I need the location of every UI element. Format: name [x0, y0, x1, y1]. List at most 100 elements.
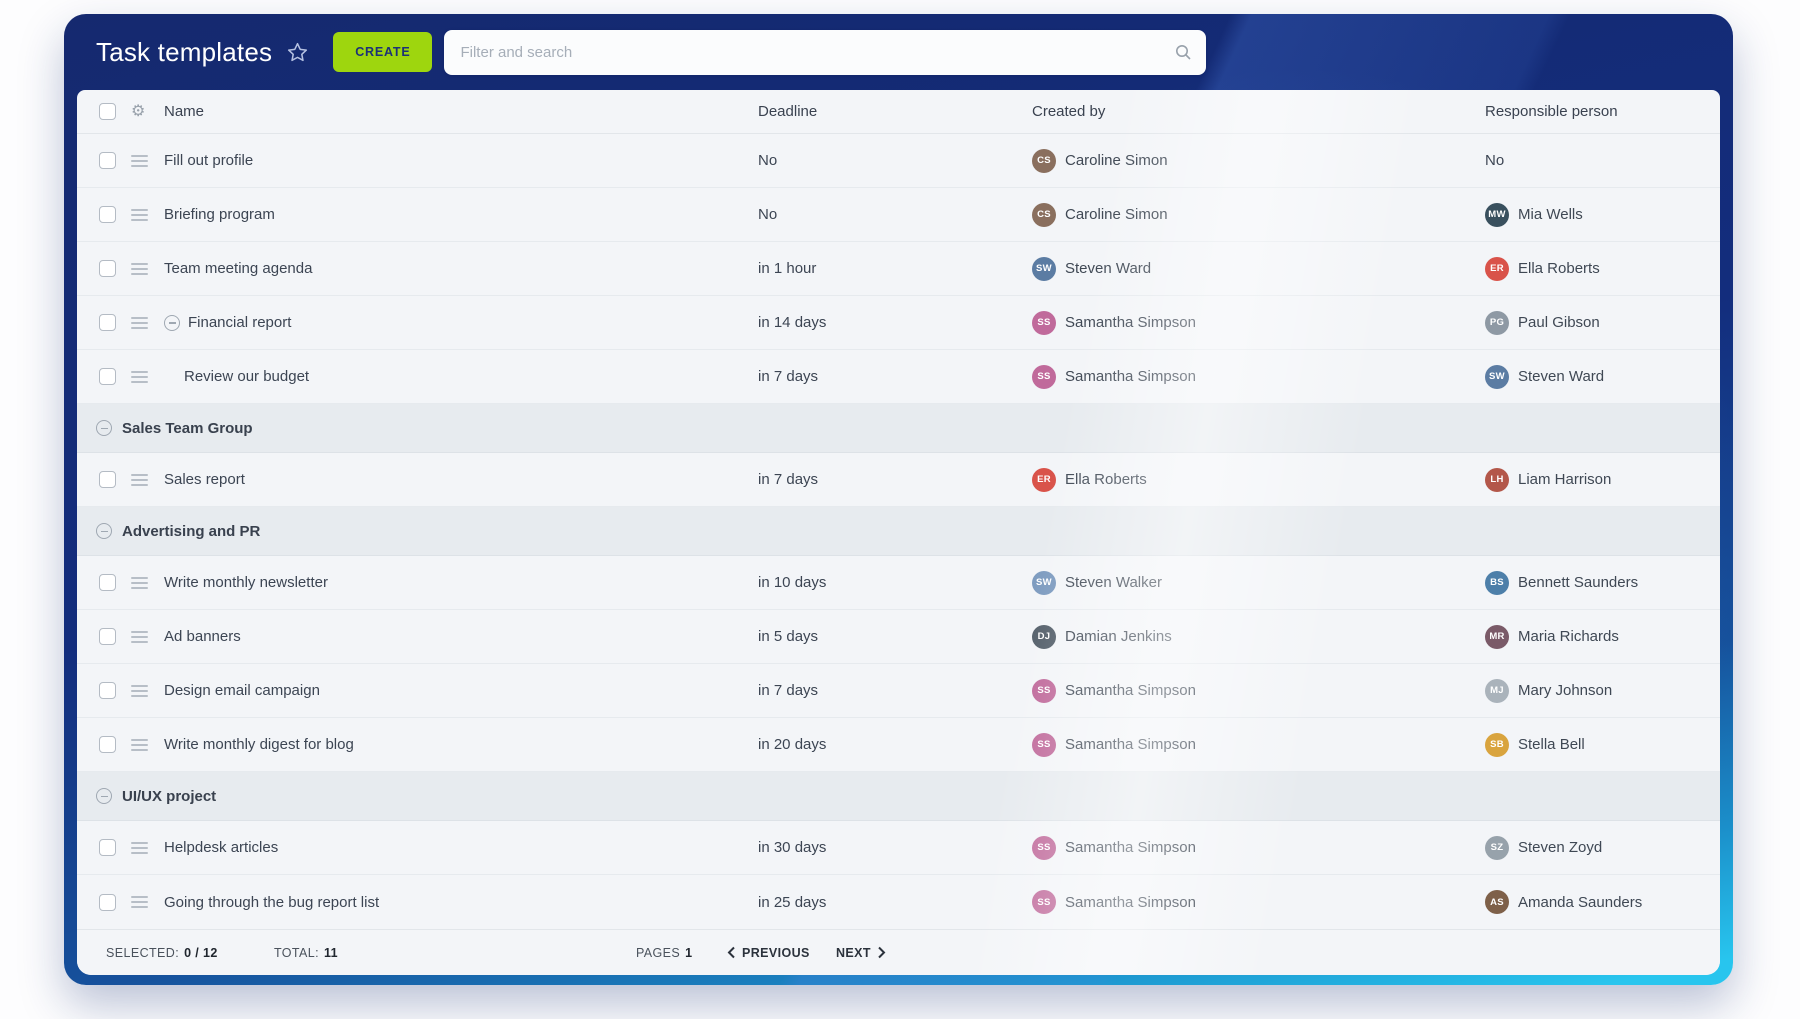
total-counter: TOTAL: 11 — [274, 945, 339, 960]
created-by-name: Damian Jenkins — [1065, 628, 1172, 645]
table-row: Fill out profile No CS Caroline Simon No — [77, 134, 1720, 188]
drag-handle-icon[interactable] — [131, 841, 148, 854]
drag-handle-icon[interactable] — [131, 473, 148, 486]
deadline-cell: in 14 days — [758, 314, 827, 331]
drag-handle-icon[interactable] — [131, 316, 148, 329]
drag-handle-icon[interactable] — [131, 370, 148, 383]
row-checkbox[interactable] — [99, 574, 116, 591]
avatar: CS — [1032, 148, 1056, 173]
table-row: Write monthly digest for blog in 20 days S… — [77, 718, 1720, 772]
responsible-cell: SZ Steven Zoyd — [1485, 835, 1720, 860]
created-by-cell: ER Ella Roberts — [1032, 467, 1485, 492]
chevron-right-icon — [877, 946, 886, 959]
deadline-cell: No — [758, 206, 778, 223]
task-name: Going through the bug report list — [164, 893, 380, 911]
collapse-group-icon[interactable] — [96, 420, 112, 436]
avatar: SS — [1032, 732, 1056, 757]
row-checkbox[interactable] — [99, 314, 116, 331]
collapse-group-icon[interactable] — [96, 523, 112, 539]
previous-page-button[interactable]: PREVIOUS — [727, 946, 836, 960]
task-name: Briefing program — [164, 206, 275, 223]
deadline-cell: in 7 days — [758, 471, 819, 488]
task-name: Review our budget — [184, 368, 310, 385]
page-title: Task templates — [96, 36, 273, 67]
group-label: Sales Team Group — [122, 419, 253, 437]
created-by-cell: CS Caroline Simon — [1032, 202, 1485, 227]
row-checkbox[interactable] — [99, 628, 116, 645]
row-checkbox[interactable] — [99, 682, 116, 699]
avatar: SS — [1032, 835, 1056, 860]
group-label: Advertising and PR — [122, 522, 261, 540]
avatar: SZ — [1485, 835, 1509, 860]
row-checkbox[interactable] — [99, 368, 116, 385]
created-by-name: Caroline Simon — [1065, 206, 1168, 223]
avatar: MW — [1485, 202, 1509, 227]
select-all-checkbox[interactable] — [99, 103, 116, 120]
create-button[interactable]: CREATE — [333, 32, 433, 72]
drag-handle-icon[interactable] — [131, 262, 148, 275]
row-checkbox[interactable] — [99, 736, 116, 753]
row-checkbox[interactable] — [99, 152, 116, 169]
created-by-name: Steven Ward — [1065, 260, 1152, 277]
task-name: Sales report — [164, 471, 245, 488]
search-icon[interactable] — [1174, 43, 1192, 61]
task-name: Write monthly newsletter — [164, 574, 328, 591]
avatar: BS — [1485, 570, 1509, 595]
deadline-cell: in 7 days — [758, 682, 819, 699]
row-checkbox[interactable] — [99, 839, 116, 856]
task-name-cell: Design email campaign — [164, 682, 758, 699]
deadline-cell: in 10 days — [758, 574, 827, 591]
created-by-cell: SW Steven Ward — [1032, 256, 1485, 281]
deadline-cell: in 30 days — [758, 839, 827, 856]
row-checkbox[interactable] — [99, 260, 116, 277]
search-bar — [444, 29, 1207, 75]
responsible-name: Amanda Saunders — [1518, 893, 1643, 911]
drag-handle-icon[interactable] — [131, 630, 148, 643]
row-checkbox[interactable] — [99, 206, 116, 223]
collapse-task-icon[interactable] — [164, 314, 180, 331]
responsible-cell: ER Ella Roberts — [1485, 256, 1720, 281]
responsible-name: Steven Zoyd — [1518, 839, 1603, 856]
selected-counter: SELECTED: 0 / 12 — [106, 945, 218, 960]
drag-handle-icon[interactable] — [131, 738, 148, 751]
column-settings-gear-icon[interactable]: ⚙ — [131, 102, 146, 120]
deadline-cell: in 25 days — [758, 893, 827, 911]
task-name: Team meeting agenda — [164, 260, 313, 277]
table-row: Review our budget in 7 days SS Samantha Sim… — [77, 350, 1720, 404]
responsible-name: Mary Johnson — [1518, 682, 1613, 699]
favorite-star-icon[interactable] — [286, 41, 309, 64]
column-header-created-by: Created by — [1032, 103, 1106, 120]
collapse-group-icon[interactable] — [96, 788, 112, 804]
avatar: SS — [1032, 310, 1056, 335]
task-name-cell: Financial report — [164, 314, 758, 331]
drag-handle-icon[interactable] — [131, 154, 148, 167]
avatar: CS — [1032, 202, 1056, 227]
responsible-name: Ella Roberts — [1518, 260, 1600, 277]
task-name-cell: Helpdesk articles — [164, 839, 758, 856]
row-checkbox[interactable] — [99, 893, 116, 911]
created-by-cell: SS Samantha Simpson — [1032, 732, 1485, 757]
drag-handle-icon[interactable] — [131, 684, 148, 697]
avatar: MJ — [1485, 678, 1509, 703]
row-checkbox[interactable] — [99, 471, 116, 488]
responsible-name: Maria Richards — [1518, 628, 1619, 645]
responsible-name: Bennett Saunders — [1518, 574, 1639, 591]
created-by-cell: SS Samantha Simpson — [1032, 890, 1485, 914]
created-by-name: Samantha Simpson — [1065, 893, 1196, 911]
responsible-cell: PG Paul Gibson — [1485, 310, 1720, 335]
table-body: Fill out profile No CS Caroline Simon No Brie… — [77, 134, 1720, 929]
drag-handle-icon[interactable] — [131, 896, 148, 908]
table-footer: SELECTED: 0 / 12 TOTAL: 11 PAGES 1 PREVIOUS… — [77, 929, 1720, 975]
task-name: Financial report — [188, 314, 292, 331]
task-name: Helpdesk articles — [164, 839, 279, 856]
avatar: SS — [1032, 678, 1056, 703]
deadline-cell: in 1 hour — [758, 260, 817, 277]
drag-handle-icon[interactable] — [131, 576, 148, 589]
next-page-button[interactable]: NEXT — [836, 946, 886, 960]
task-name: Fill out profile — [164, 152, 254, 169]
search-input[interactable] — [460, 43, 1175, 61]
drag-handle-icon[interactable] — [131, 208, 148, 221]
deadline-cell: No — [758, 152, 778, 169]
task-table-card: ⚙ Name Deadline Created by Responsible p… — [77, 90, 1720, 975]
table-row: Team meeting agenda in 1 hour SW Steven War… — [77, 242, 1720, 296]
